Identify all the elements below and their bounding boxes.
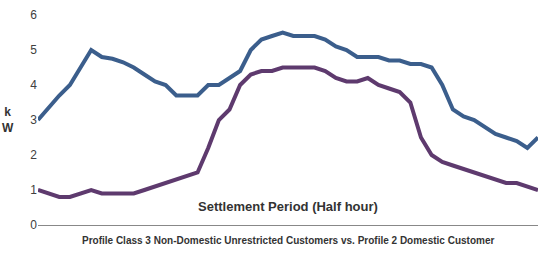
svg-text:5: 5 <box>30 43 37 57</box>
svg-text:2: 2 <box>30 148 37 162</box>
svg-text:kW: kW <box>2 105 14 135</box>
svg-text:3: 3 <box>30 113 37 127</box>
svg-text:1: 1 <box>30 183 37 197</box>
svg-text:0: 0 <box>30 218 37 232</box>
svg-text:4: 4 <box>30 78 37 92</box>
svg-text:Settlement Period (Half hour): Settlement Period (Half hour) <box>198 199 378 214</box>
svg-text:Profile Class 3 Non-Domestic U: Profile Class 3 Non-Domestic Unrestricte… <box>82 235 494 246</box>
svg-text:6: 6 <box>30 8 37 22</box>
